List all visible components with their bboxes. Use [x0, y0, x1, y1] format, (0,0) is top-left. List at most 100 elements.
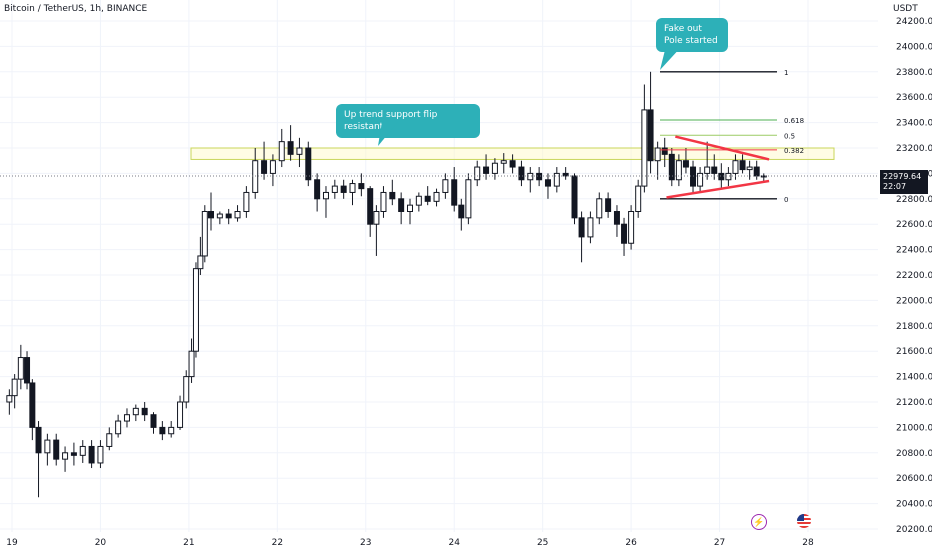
candle-body [243, 191, 250, 212]
candle-body [6, 395, 13, 403]
candle-body [296, 147, 303, 155]
resistance-callout[interactable]: Up trend support flip resistant [336, 104, 480, 138]
candle-body [675, 160, 682, 181]
candle-body [527, 172, 534, 181]
y-tick-label: 22400.00 [896, 246, 932, 256]
us-flag-icon[interactable] [797, 514, 811, 528]
candle-body [628, 211, 635, 244]
candle-body [177, 401, 184, 428]
y-tick-label: 20400.00 [896, 500, 932, 510]
candle-body [287, 141, 294, 155]
candle-body [159, 426, 166, 435]
candle-body [88, 445, 95, 464]
x-tick-label: 23 [360, 538, 371, 548]
candle-body [690, 166, 697, 187]
candle-body [278, 141, 285, 162]
candle-body [380, 191, 387, 212]
candle-body [613, 211, 620, 225]
x-axis: 19 20 21 22 23 24 25 26 27 28 [6, 538, 814, 548]
x-tick-label: 27 [714, 538, 725, 548]
candle-body [234, 211, 241, 219]
candle-body [106, 433, 113, 447]
candle-body [654, 147, 661, 162]
candle-body [305, 147, 312, 181]
candle-body [562, 172, 569, 177]
candle-body [188, 350, 195, 378]
candle-body [192, 268, 199, 352]
y-tick-label: 22200.00 [896, 271, 932, 281]
x-tick-label: 20 [95, 538, 107, 548]
candle-body [252, 160, 259, 193]
chart-title: Bitcoin / TetherUS, 1h, BINANCE [4, 4, 148, 14]
x-tick-label: 28 [802, 538, 814, 548]
candle-body [29, 382, 36, 428]
y-tick-label: 21400.00 [896, 373, 932, 383]
candle-body [465, 179, 472, 219]
x-tick-label: 24 [448, 538, 460, 548]
fakeout-callout-line-1: Fake out [664, 24, 702, 34]
candle-body [415, 195, 422, 206]
fib-label: 0.5 [784, 132, 795, 140]
candle-body [647, 109, 654, 162]
candle-body [53, 439, 60, 460]
candle-body [483, 166, 490, 174]
candle-body [44, 439, 51, 454]
candle-body [115, 420, 122, 435]
candle-body [269, 160, 276, 174]
y-tick-label: 23800.00 [896, 68, 932, 78]
candle-body [571, 175, 578, 219]
candle-body [596, 198, 603, 219]
y-tick-label: 20200.00 [896, 525, 932, 535]
x-tick-label: 19 [6, 538, 18, 548]
pennant-lines [666, 135, 770, 199]
candle-body [661, 147, 668, 155]
last-price-value: 22979.64 [883, 172, 922, 181]
candle-body [732, 160, 739, 174]
y-tick-label: 23600.00 [896, 93, 932, 103]
candle-body [668, 153, 675, 181]
y-tick-label: 21000.00 [896, 423, 932, 433]
price-unit: USDT [893, 4, 918, 14]
candle-body [635, 185, 642, 213]
candle-body [132, 407, 139, 416]
candle-body [718, 172, 725, 181]
y-tick-label: 22600.00 [896, 220, 932, 230]
x-tick-label: 22 [272, 538, 283, 548]
candle-body [424, 195, 431, 202]
lightning-icon[interactable]: ⚡ [751, 514, 767, 530]
candle-body [500, 160, 507, 164]
candle-body [451, 179, 458, 206]
candle-body [518, 166, 525, 181]
x-tick-label: 25 [537, 538, 548, 548]
candle-body [314, 179, 321, 200]
candle-body [544, 179, 551, 187]
y-tick-label: 24000.00 [896, 42, 932, 52]
candle-body [17, 357, 24, 380]
fakeout-callout-line-2: Pole started [664, 36, 718, 46]
candle-body [97, 445, 104, 464]
x-tick-label: 26 [625, 538, 637, 548]
y-tick-label: 20800.00 [896, 449, 932, 459]
candle-body [578, 217, 585, 238]
candle-body [433, 191, 440, 202]
fib-label: 0 [784, 196, 788, 204]
y-tick-label: 23200.00 [896, 144, 932, 154]
last-price-label: 22979.64 22:07 [880, 170, 928, 194]
candle-body [367, 188, 374, 225]
y-tick-label: 24200.00 [896, 17, 932, 27]
candle-body [407, 204, 413, 212]
candle-body [373, 211, 380, 225]
candle-countdown: 22:07 [883, 182, 907, 191]
candle-body [24, 357, 31, 384]
candle-body [340, 185, 347, 193]
pennant-upper-line [675, 135, 770, 161]
candle-body [509, 160, 516, 168]
fakeout-callout-pointer [660, 46, 682, 70]
candle-body [216, 213, 223, 219]
candle-body [704, 166, 711, 174]
candle-body [11, 378, 18, 397]
candles [6, 71, 767, 498]
candle-body [141, 407, 148, 416]
y-tick-label: 23400.00 [896, 119, 932, 129]
